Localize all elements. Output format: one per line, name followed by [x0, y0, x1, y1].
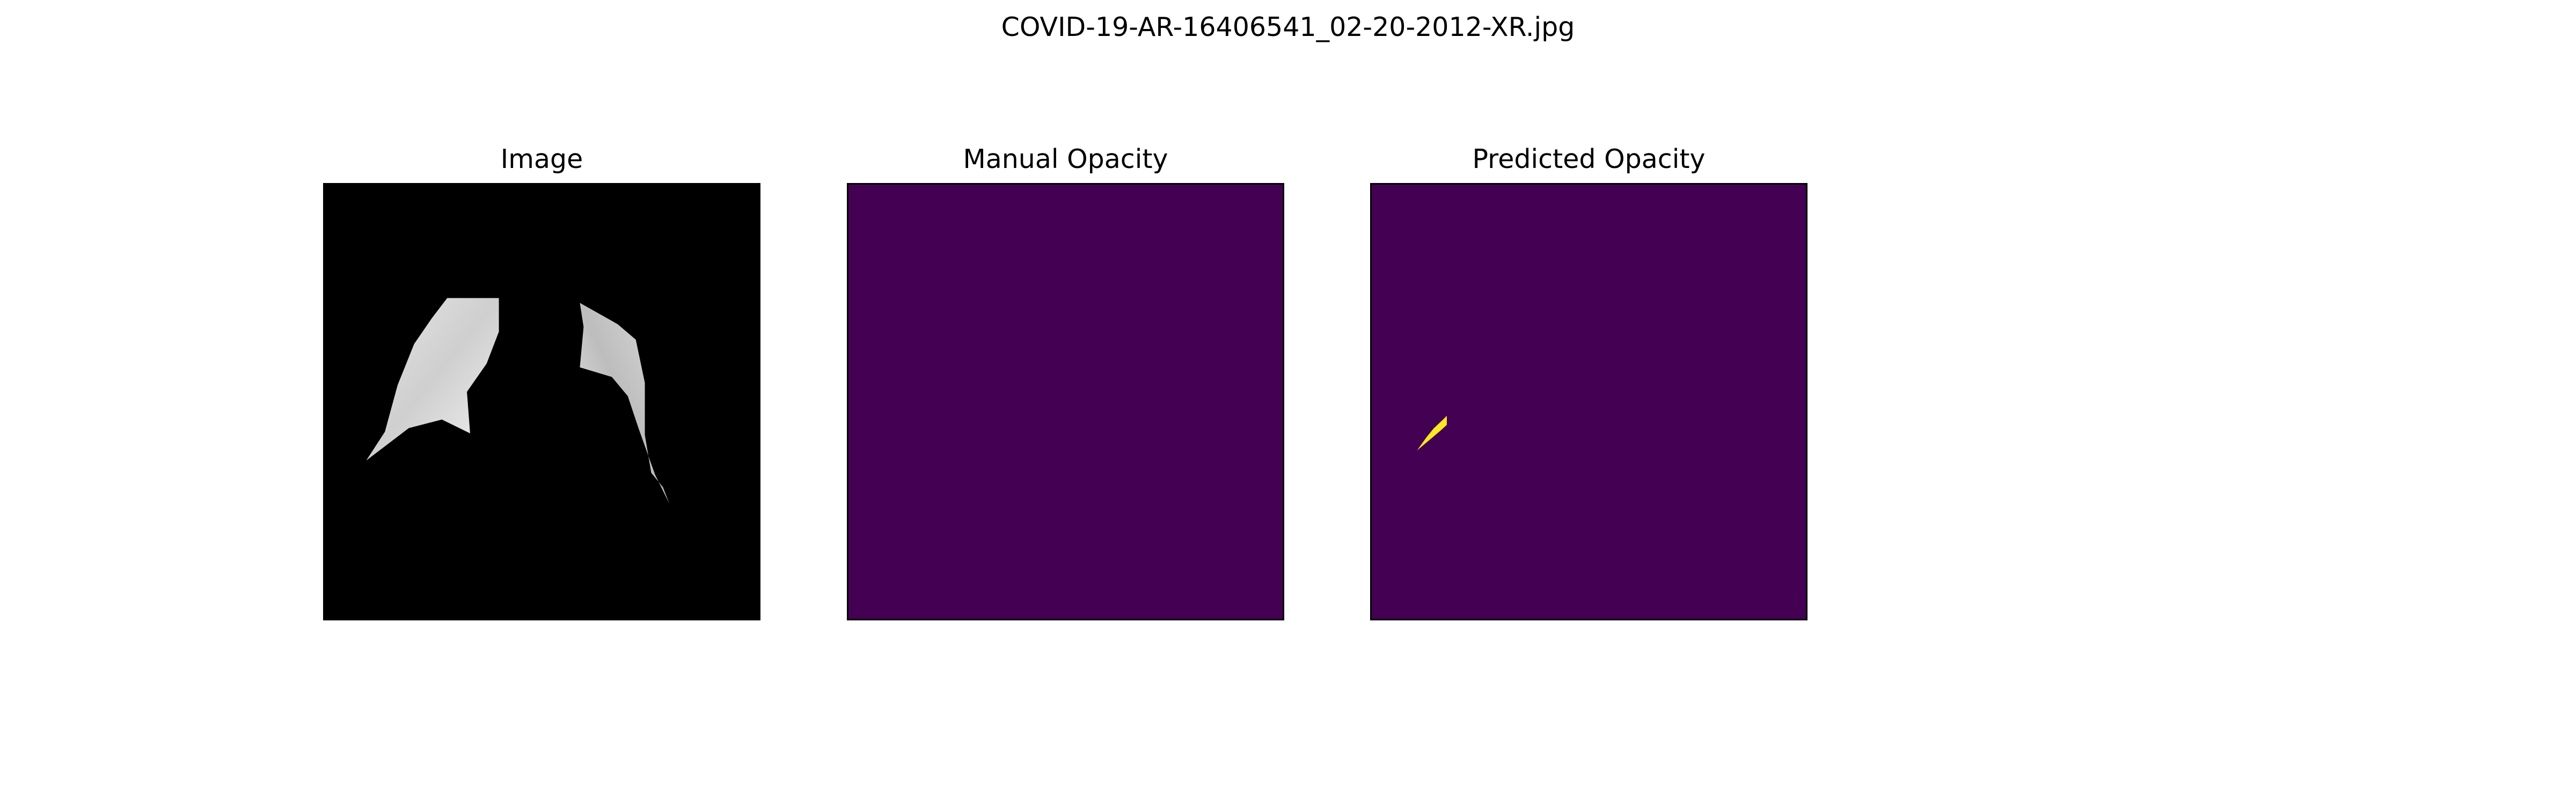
image-background — [325, 185, 759, 619]
figure-title: COVID-19-AR-16406541_02-20-2012-XR.jpg — [1001, 12, 1575, 42]
panel-title-predicted-opacity: Predicted Opacity — [1472, 144, 1706, 174]
xray-image — [325, 185, 759, 619]
xray-image-panel — [323, 183, 760, 620]
manual-opacity-panel — [847, 183, 1284, 620]
predicted-opacity-panel — [1370, 183, 1807, 620]
mask-background — [1372, 185, 1806, 619]
left-lung-region — [366, 298, 499, 461]
mask-background — [848, 185, 1283, 619]
predicted-opacity-region — [1417, 415, 1447, 451]
predicted-opacity-mask — [1372, 185, 1806, 619]
right-lung-region — [580, 303, 670, 504]
panel-title-manual-opacity: Manual Opacity — [963, 144, 1168, 174]
panel-title-image: Image — [500, 144, 583, 174]
manual-opacity-mask — [848, 185, 1283, 619]
